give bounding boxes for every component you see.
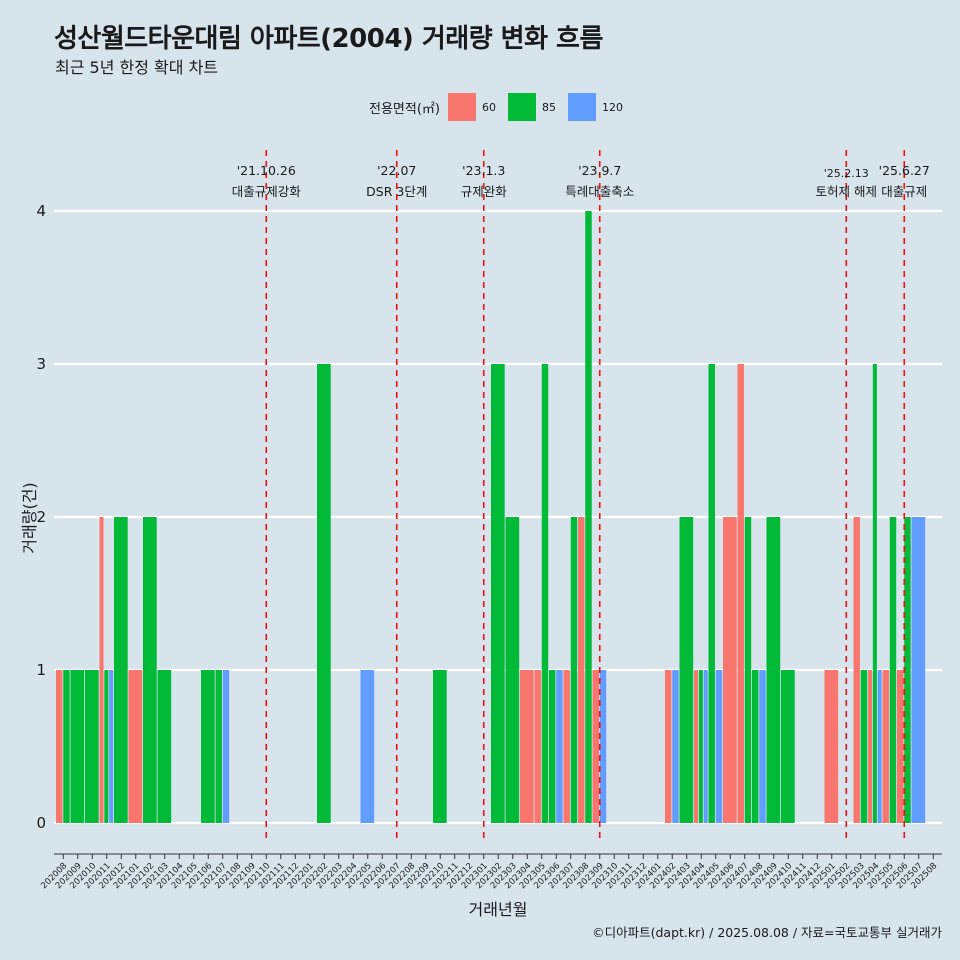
legend-item-120: 120 [567, 93, 629, 121]
event-date-202506: '25.6.27 [879, 163, 930, 178]
bar-120-202205 [360, 670, 375, 823]
y-tick-label: 0 [36, 814, 46, 832]
bar-60-202404 [694, 670, 699, 823]
legend-swatch-120 [567, 93, 596, 121]
event-date-202502: '25.2.13 [824, 167, 869, 180]
bar-85-202202 [317, 364, 331, 823]
chart-title: 성산월드타운대림 아파트(2004) 거래량 변화 흐름 [54, 24, 603, 54]
y-axis-title: 거래량(건) [20, 482, 39, 554]
bar-60-202407 [737, 364, 744, 823]
bar-120-202408 [759, 670, 766, 823]
bar-85-202506 [904, 517, 911, 823]
bar-85-202303 [505, 517, 520, 823]
bar-120-202306 [556, 670, 563, 823]
bar-85-202012 [114, 517, 128, 823]
y-tick-label: 4 [36, 202, 46, 220]
legend-swatch-85 [507, 93, 536, 121]
legend-item-85: 85 [507, 93, 562, 121]
bar-60-202008 [56, 670, 63, 823]
bar-120-202309 [599, 670, 607, 823]
bar-85-202408 [752, 670, 759, 823]
legend-label-60: 60 [481, 100, 496, 114]
bar-120-202507 [911, 517, 926, 823]
bar-120-202405 [715, 670, 723, 823]
bar-60-202406 [723, 517, 737, 823]
bar-120-202404 [703, 670, 708, 823]
bar-120-202504 [877, 670, 882, 823]
legend: 전용면적(㎡) 60 85 120 [369, 93, 635, 121]
bar-60-202304 [520, 670, 534, 823]
bar-60-202305 [534, 670, 541, 823]
legend-swatch-60 [447, 93, 476, 121]
event-label-202506: 대출규제 [881, 184, 927, 199]
bar-85-202107 [215, 670, 222, 823]
bar-85-202409 [766, 517, 781, 823]
bar-85-202404 [698, 670, 703, 823]
bar-60-202309 [592, 670, 599, 823]
bar-85-202504 [872, 364, 877, 823]
bar-85-202405 [708, 364, 715, 823]
bar-60-202308 [578, 517, 585, 823]
y-tick-label: 2 [36, 508, 46, 526]
bar-120-202011 [109, 670, 114, 823]
event-label-202207: DSR 3단계 [366, 184, 427, 199]
event-date-202207: '22.07 [377, 163, 416, 178]
bar-85-202503 [860, 670, 868, 823]
x-axis-title: 거래년월 [468, 900, 528, 919]
bar-85-202010 [85, 670, 99, 823]
bar-60-202011 [99, 517, 104, 823]
event-label-202309: 특례대출축소 [565, 184, 634, 199]
bar-85-202302 [491, 364, 505, 823]
bar-60-202402 [665, 670, 672, 823]
bar-60-202505 [882, 670, 889, 823]
bar-85-202008 [63, 670, 70, 823]
event-date-202110: '21.10.26 [237, 163, 296, 178]
source-caption: ©디아파트(dapt.kr) / 2025.08.08 / 자료=국토교통부 실… [592, 925, 942, 940]
bar-85-202103 [157, 670, 172, 823]
bar-85-202210 [433, 670, 447, 823]
event-label-202110: 대출규제강화 [232, 184, 302, 199]
bar-85-202410 [781, 670, 795, 823]
bar-120-202402 [672, 670, 679, 823]
bar-60-202307 [563, 670, 570, 823]
legend-title: 전용면적(㎡) [369, 101, 440, 117]
bar-85-202009 [70, 670, 85, 823]
bar-85-202011 [104, 670, 109, 823]
bar-60-202506 [897, 670, 904, 823]
bar-85-202306 [549, 670, 556, 823]
legend-label-120: 120 [601, 100, 623, 114]
legend-label-85: 85 [541, 100, 556, 114]
event-date-202309: '23.9.7 [578, 163, 621, 178]
bar-60-202503 [853, 517, 860, 823]
legend-item-60: 60 [447, 93, 502, 121]
event-date-202301: '23.1.3 [462, 163, 505, 178]
bar-85-202407 [744, 517, 752, 823]
bar-85-202505 [889, 517, 897, 823]
bar-85-202106 [201, 670, 215, 823]
bar-120-202107 [222, 670, 230, 823]
bar-60-202101 [128, 670, 143, 823]
bar-85-202403 [679, 517, 694, 823]
bar-60-202501 [824, 670, 839, 823]
bar-85-202308 [585, 211, 592, 823]
event-label-202502: 토허제 해제 [816, 184, 877, 199]
bar-85-202102 [143, 517, 157, 823]
bar-85-202305 [541, 364, 549, 823]
event-label-202301: 규제완화 [461, 184, 508, 199]
chart-subtitle: 최근 5년 한정 확대 차트 [55, 58, 219, 77]
bar-85-202307 [570, 517, 578, 823]
y-tick-label: 1 [36, 661, 46, 679]
y-tick-label: 3 [36, 355, 46, 373]
bar-60-202504 [868, 670, 873, 823]
